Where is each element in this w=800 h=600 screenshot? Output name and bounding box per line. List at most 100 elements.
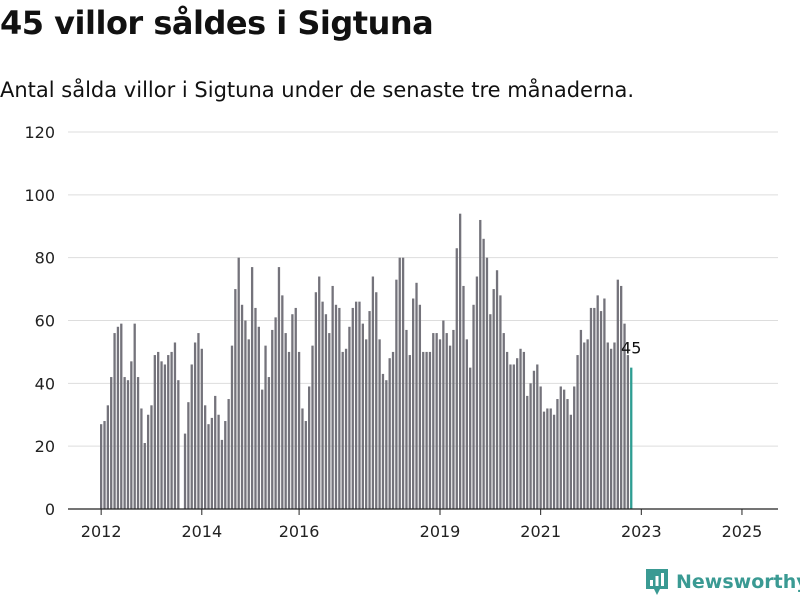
- y-tick-label: 20: [35, 437, 55, 456]
- bar: [348, 326, 351, 509]
- bar: [512, 364, 515, 509]
- bar: [146, 414, 150, 509]
- bar: [130, 361, 133, 509]
- bar: [378, 339, 381, 509]
- bar: [381, 373, 385, 509]
- bar: [425, 351, 428, 509]
- bar: [428, 351, 432, 509]
- bar: [220, 439, 224, 509]
- bar: [167, 355, 170, 509]
- bar: [495, 270, 499, 509]
- bar: [277, 267, 281, 509]
- bar: [328, 333, 331, 509]
- bar: [334, 304, 338, 509]
- bar: [274, 317, 277, 509]
- bar: [133, 323, 136, 509]
- x-tick-label: 2019: [420, 522, 461, 541]
- bar: [224, 421, 227, 509]
- bar: [308, 386, 311, 509]
- bar: [214, 395, 217, 509]
- bar: [284, 333, 287, 509]
- bar: [183, 433, 187, 509]
- latest-value-label: 45: [621, 339, 641, 358]
- x-tick-label: 2025: [722, 522, 763, 541]
- x-axis: 2012 2014 2016 2019 2021 2023 2025: [68, 508, 778, 541]
- bar: [509, 364, 512, 509]
- bar: [583, 342, 586, 509]
- x-tick-label: 2016: [279, 522, 320, 541]
- bar: [234, 289, 237, 509]
- bar-latest: [630, 367, 633, 510]
- bar: [462, 285, 465, 509]
- bar: [542, 411, 546, 509]
- bar: [398, 257, 401, 509]
- bar: [371, 276, 375, 509]
- bar: [173, 342, 177, 509]
- bar: [217, 414, 220, 509]
- bar: [516, 358, 519, 509]
- bar: [193, 342, 197, 509]
- bar: [432, 333, 435, 509]
- bar: [519, 348, 522, 509]
- bar: [620, 285, 623, 509]
- bar: [405, 329, 408, 509]
- bar: [391, 351, 395, 509]
- bar: [576, 355, 579, 509]
- bar: [116, 326, 120, 509]
- bar: [569, 414, 572, 509]
- bar: [197, 333, 200, 509]
- bar: [304, 421, 307, 509]
- x-tick-label: 2014: [181, 522, 222, 541]
- bar: [593, 307, 596, 509]
- bar: [549, 408, 552, 509]
- bar: [140, 408, 143, 509]
- bar: [344, 348, 348, 509]
- bar: [106, 405, 110, 509]
- bar: [408, 355, 411, 509]
- x-tick-label: 2012: [81, 522, 122, 541]
- bar: [190, 364, 193, 509]
- bar: [123, 377, 126, 509]
- y-tick-label: 80: [35, 249, 55, 268]
- bar: [240, 304, 244, 509]
- bar: [458, 213, 462, 509]
- bar: [442, 320, 445, 509]
- bar: [314, 292, 318, 509]
- bar: [311, 345, 314, 509]
- bar: [281, 295, 284, 509]
- bar: [573, 386, 576, 509]
- bar: [207, 424, 210, 509]
- bar: [616, 279, 619, 509]
- bar: [532, 370, 536, 509]
- y-tick-label: 40: [35, 374, 55, 393]
- bar: [113, 333, 116, 509]
- bar: [613, 342, 616, 509]
- brand-name: Newsworthy: [676, 571, 800, 593]
- bar: [438, 339, 442, 509]
- bar: [301, 408, 304, 509]
- bar: [338, 307, 341, 509]
- bar: [200, 348, 203, 509]
- bar: [237, 257, 240, 509]
- bar: [365, 339, 368, 509]
- bar: [204, 405, 207, 509]
- bar: [552, 414, 556, 509]
- bar: [358, 301, 361, 509]
- y-tick-label: 120: [24, 123, 55, 142]
- bar: [422, 351, 425, 509]
- bar: [469, 367, 472, 510]
- y-axis: 0 20 40 60 80 100 120: [24, 123, 55, 519]
- bar: [529, 383, 532, 509]
- chart-title: 45 villor såldes i Sigtuna: [0, 4, 434, 42]
- bar: [341, 351, 344, 509]
- bar: [153, 355, 156, 509]
- bar: [502, 333, 505, 509]
- chart-subtitle: Antal sålda villor i Sigtuna under de se…: [0, 78, 635, 102]
- bars: [100, 213, 633, 510]
- annotations: 45: [621, 339, 641, 358]
- bar: [475, 276, 479, 509]
- bar: [623, 323, 626, 509]
- bar: [526, 395, 529, 509]
- bar: [455, 248, 458, 510]
- bar: [257, 326, 260, 509]
